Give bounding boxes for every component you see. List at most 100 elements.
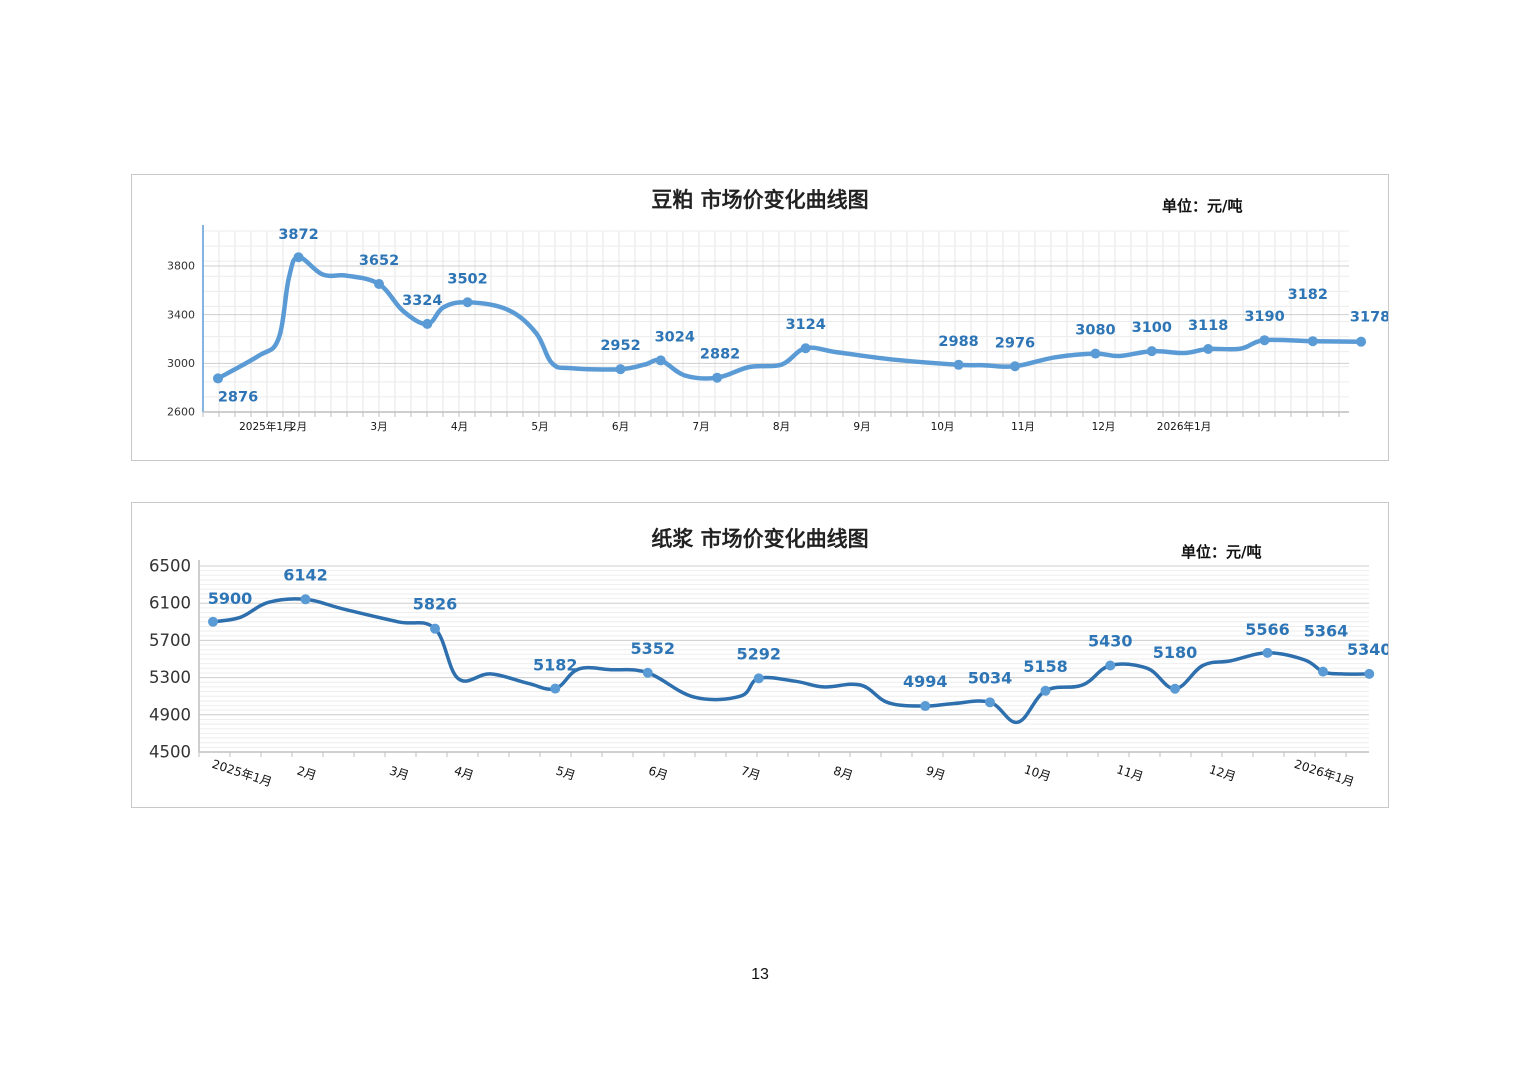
x-tick-label: 5月 — [531, 421, 548, 433]
x-tick-label: 12月 — [1207, 762, 1237, 784]
data-point — [300, 594, 311, 605]
x-tick-label: 10月 — [1022, 762, 1052, 784]
x-tick-label: 2025年1月 — [239, 420, 293, 433]
x-tick-label: 8月 — [773, 421, 790, 433]
data-label: 3178 — [1350, 310, 1388, 326]
y-tick-label: 3800 — [167, 260, 195, 273]
data-point — [374, 279, 384, 290]
data-point — [800, 343, 811, 354]
y-tick-label: 5300 — [149, 668, 191, 687]
y-tick-label: 6500 — [149, 557, 191, 576]
chart-title: 纸浆 市场价变化曲线图 — [651, 527, 869, 551]
unit-label: 单位：元/吨 — [1162, 197, 1243, 215]
x-tick-label: 7月 — [739, 764, 762, 783]
data-label: 5182 — [533, 656, 578, 675]
data-point — [1090, 348, 1101, 359]
x-tick-label: 6月 — [647, 764, 670, 783]
y-tick-label: 4900 — [149, 705, 191, 724]
data-label: 2952 — [600, 338, 640, 354]
data-point — [655, 355, 666, 366]
data-point — [1040, 685, 1051, 696]
data-point — [462, 297, 473, 308]
data-point — [430, 623, 440, 634]
data-point — [1364, 668, 1375, 679]
page-number: 13 — [751, 966, 769, 983]
x-tick-label: 2026年1月 — [1157, 420, 1211, 433]
data-label: 3124 — [785, 317, 825, 333]
x-tick-label: 9月 — [924, 764, 947, 783]
x-tick-label: 3月 — [388, 764, 411, 783]
x-tick-label: 4月 — [452, 764, 475, 783]
data-label: 3118 — [1188, 318, 1228, 334]
data-point — [1170, 683, 1180, 694]
data-point — [1009, 361, 1020, 372]
unit-label: 单位：元/吨 — [1181, 543, 1262, 561]
data-point — [1318, 666, 1328, 677]
data-label: 3872 — [278, 227, 318, 243]
data-point — [213, 373, 223, 384]
data-point — [642, 667, 653, 678]
data-label: 3100 — [1132, 320, 1172, 336]
data-label: 3190 — [1244, 309, 1284, 325]
data-label: 5352 — [630, 639, 675, 658]
data-label: 3324 — [402, 293, 442, 309]
data-point — [1203, 343, 1214, 354]
data-label: 3502 — [447, 271, 487, 287]
y-tick-label: 6100 — [149, 594, 191, 613]
x-tick-label: 2025年1月 — [210, 757, 273, 790]
x-tick-label: 11月 — [1115, 762, 1145, 784]
data-point — [1259, 335, 1270, 346]
data-label: 6142 — [283, 565, 328, 584]
x-tick-label: 12月 — [1092, 421, 1116, 433]
data-point — [293, 252, 304, 263]
data-point — [1262, 647, 1273, 658]
y-tick-label: 3400 — [167, 308, 195, 321]
x-tick-label: 8月 — [832, 764, 855, 783]
x-tick-label: 2026年1月 — [1293, 757, 1356, 790]
x-tick-label: 9月 — [853, 421, 870, 433]
data-label: 3182 — [1288, 287, 1328, 303]
data-label: 2876 — [218, 389, 258, 405]
data-label: 5034 — [968, 668, 1013, 687]
data-point — [615, 364, 626, 375]
data-point — [712, 372, 723, 383]
x-tick-label: 7月 — [692, 421, 709, 433]
y-tick-label: 4500 — [149, 743, 191, 762]
pulp-chart: 纸浆 市场价变化曲线图 单位：元/吨 4500 4900 5300 5700 6100 6… — [131, 502, 1389, 808]
x-tick-label: 6月 — [612, 421, 629, 433]
soymeal-chart: 豆粕 市场价变化曲线图 单位：元/吨 2600 3000 3400 3800 2025年… — [131, 174, 1389, 461]
pulp-plot: 4500 4900 5300 5700 6100 6500 2025年1月 2月 3月 4月 5月 6… — [149, 557, 1388, 790]
chart-title: 豆粕 市场价变化曲线图 — [651, 188, 869, 212]
data-point — [985, 697, 995, 708]
data-label: 5566 — [1245, 620, 1290, 639]
x-tick-label: 2月 — [290, 421, 307, 433]
data-point — [920, 701, 931, 712]
data-label: 5180 — [1153, 643, 1198, 662]
data-point — [753, 673, 764, 684]
data-label: 5292 — [736, 644, 781, 663]
series-line — [215, 254, 1364, 381]
data-point — [953, 359, 964, 370]
y-tick-label: 3000 — [167, 357, 195, 370]
data-label: 3024 — [655, 329, 695, 345]
x-tick-label: 2月 — [295, 764, 318, 783]
x-tick-label: 5月 — [554, 764, 577, 783]
data-label: 3652 — [359, 253, 399, 269]
data-label: 5900 — [208, 589, 253, 608]
data-label: 2988 — [938, 334, 978, 350]
data-point — [1105, 660, 1116, 671]
x-tick-label: 3月 — [370, 421, 387, 433]
y-tick-label: 5700 — [149, 631, 191, 650]
x-tick-label: 10月 — [931, 421, 955, 433]
y-tick-label: 2600 — [167, 406, 195, 419]
data-point — [422, 318, 433, 329]
data-point — [208, 616, 218, 627]
data-label: 5340 — [1347, 640, 1388, 659]
data-label: 5158 — [1023, 657, 1068, 676]
x-tick-label: 4月 — [451, 421, 468, 433]
data-label: 5430 — [1088, 632, 1133, 651]
data-label: 2882 — [700, 347, 740, 363]
x-tick-label: 11月 — [1011, 421, 1035, 433]
data-point — [550, 683, 561, 694]
